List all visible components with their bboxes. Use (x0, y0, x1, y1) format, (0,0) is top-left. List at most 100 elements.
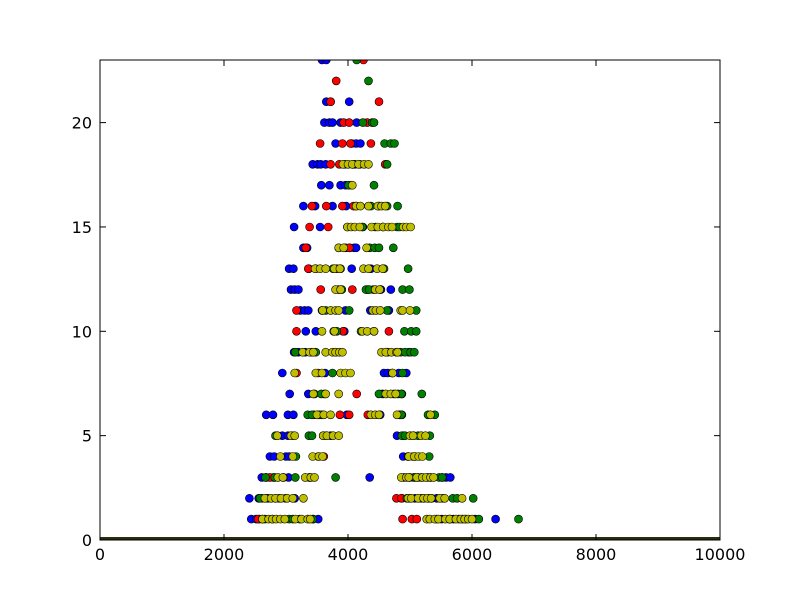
data-point (344, 118, 354, 127)
data-point (292, 306, 301, 315)
data-point (280, 514, 290, 524)
y-tick-label: 20 (72, 114, 92, 133)
data-point (384, 326, 394, 336)
data-point (318, 306, 327, 315)
x-tick-label: 4000 (328, 545, 369, 564)
data-point (299, 493, 308, 503)
data-point (330, 326, 339, 336)
data-point (278, 473, 288, 482)
data-point (325, 180, 334, 190)
data-point (364, 201, 373, 211)
data-point (290, 368, 300, 378)
data-point (318, 452, 327, 461)
data-point (326, 160, 335, 169)
data-point (406, 222, 415, 232)
data-point (374, 243, 384, 253)
data-point (369, 326, 379, 336)
data-point (301, 326, 311, 336)
data-point (468, 493, 478, 503)
data-point (334, 431, 344, 441)
data-point (338, 139, 347, 148)
x-tick-label: 10000 (695, 545, 746, 564)
zero-baseline-markers (100, 537, 720, 540)
data-point (310, 473, 319, 482)
data-point (398, 368, 407, 378)
data-point (437, 473, 447, 482)
x-axis: 0 2000 4000 6000 8000 10000 (95, 60, 746, 564)
data-point (303, 306, 313, 315)
data-point (294, 285, 303, 294)
data-point (336, 285, 345, 294)
data-point (339, 243, 349, 253)
data-point (374, 97, 384, 106)
data-point (356, 139, 365, 148)
data-point (285, 389, 295, 399)
data-point (344, 97, 354, 106)
data-point (290, 431, 300, 441)
data-point (323, 222, 333, 232)
data-point (391, 389, 401, 399)
data-point (392, 410, 402, 420)
data-point (355, 222, 365, 232)
data-point (514, 514, 523, 524)
data-point (322, 60, 331, 65)
data-markers (245, 60, 523, 524)
data-point (364, 160, 373, 169)
data-point (405, 306, 415, 315)
data-point (347, 180, 357, 190)
data-point (272, 431, 282, 441)
data-point (426, 493, 436, 503)
data-point (388, 243, 398, 253)
data-point (317, 368, 327, 378)
data-point (404, 473, 414, 482)
data-point (412, 514, 422, 524)
data-point (338, 201, 347, 211)
data-point (288, 493, 298, 503)
data-point (352, 389, 362, 399)
data-point (326, 97, 335, 106)
data-point (352, 60, 361, 65)
data-point (382, 160, 392, 169)
data-point (408, 431, 418, 441)
data-point (301, 243, 311, 253)
data-point (290, 473, 300, 482)
data-point (405, 285, 414, 294)
data-point (411, 326, 421, 336)
y-tick-label: 5 (82, 427, 92, 446)
data-point (390, 139, 399, 148)
data-point (421, 431, 430, 441)
data-point (445, 473, 455, 482)
data-point (346, 139, 355, 148)
data-point (331, 76, 341, 86)
data-point (289, 222, 299, 232)
x-tick-label: 2000 (204, 545, 245, 564)
data-point (268, 410, 278, 420)
data-point (491, 514, 500, 524)
x-tick-label: 0 (95, 545, 105, 564)
data-point (276, 452, 285, 461)
data-point (289, 410, 298, 420)
data-point (344, 306, 354, 315)
y-axis: 0 5 10 15 20 (72, 114, 720, 550)
data-point (375, 285, 384, 294)
data-point (328, 368, 337, 378)
data-point (307, 201, 317, 211)
data-point (409, 347, 419, 357)
data-point (375, 306, 385, 315)
data-point (398, 514, 407, 524)
data-point (305, 514, 315, 524)
data-point (378, 264, 388, 274)
data-point (315, 222, 325, 232)
data-point (321, 201, 331, 211)
data-point (288, 452, 298, 461)
data-point (290, 347, 300, 357)
data-point (334, 389, 344, 399)
data-point (326, 410, 335, 420)
data-point (387, 222, 397, 232)
data-point (359, 60, 368, 65)
data-point (261, 473, 270, 482)
data-point (362, 243, 371, 253)
data-point (292, 326, 301, 336)
data-point (347, 264, 357, 274)
data-point (386, 285, 396, 294)
